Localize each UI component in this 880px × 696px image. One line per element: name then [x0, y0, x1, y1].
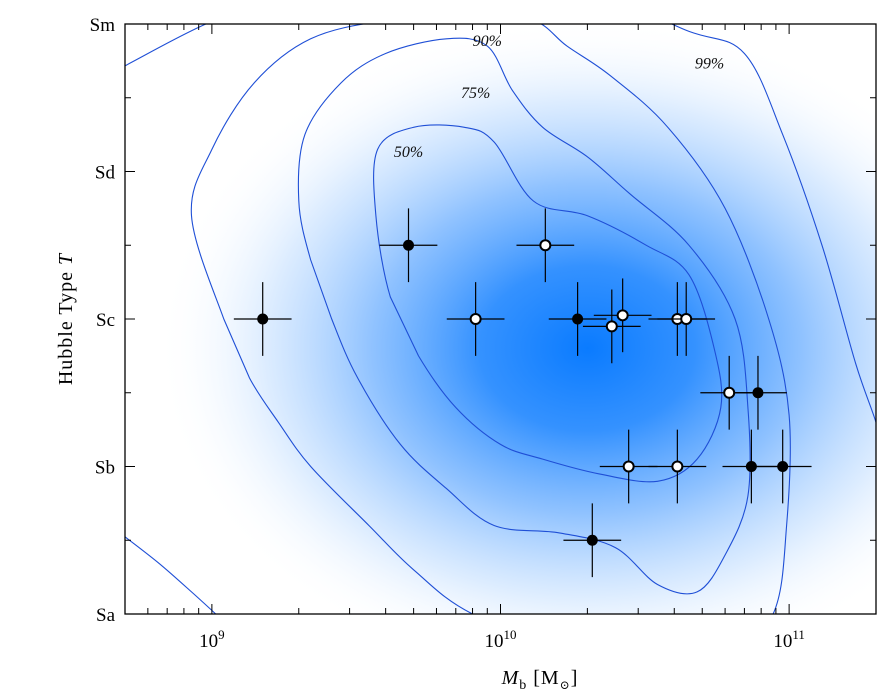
- filled-marker: [586, 534, 598, 546]
- open-marker: [616, 309, 629, 322]
- filled-point-3: [563, 503, 622, 578]
- x-label-unit: [M: [533, 667, 559, 689]
- filled-marker: [403, 239, 415, 251]
- y-label-var: T: [55, 252, 77, 265]
- contour-labels: 90% 99% 75% 50%: [394, 33, 724, 161]
- x-label-unit-close: ]: [571, 667, 579, 689]
- contour-lines: [125, 24, 876, 614]
- filled-point-0: [233, 282, 292, 356]
- open-marker: [723, 386, 736, 399]
- x-tick-label-2: 1011: [773, 627, 805, 652]
- filled-marker: [777, 461, 789, 472]
- contour-50pct-0: [373, 124, 723, 483]
- y-tick-label-4: Sm: [90, 15, 116, 36]
- contour-label-2: 75%: [461, 85, 490, 102]
- open-point-6: [657, 282, 716, 356]
- open-marker: [622, 460, 635, 473]
- y-axis-label: Hubble Type T: [55, 252, 77, 385]
- open-point-0: [446, 282, 505, 356]
- filled-point-1: [379, 208, 438, 283]
- contour-label-3: 50%: [394, 144, 423, 161]
- open-point-1: [516, 208, 575, 283]
- open-point-3: [593, 278, 652, 353]
- y-tick-label-0: Sa: [96, 605, 116, 626]
- filled-point-2: [548, 282, 607, 356]
- y-tick-label-3: Sd: [95, 163, 116, 184]
- data-points: [233, 208, 812, 578]
- filled-marker: [257, 313, 269, 325]
- open-point-7: [648, 429, 707, 504]
- contour-90pct-2: [190, 24, 791, 614]
- x-tick-label-0: 109: [199, 627, 225, 652]
- y-label-main: Hubble Type: [55, 265, 77, 385]
- filled-point-6: [753, 429, 812, 504]
- open-marker: [671, 460, 684, 473]
- filled-marker: [572, 313, 584, 325]
- x-label-var: M: [501, 667, 520, 689]
- open-point-8: [700, 355, 759, 430]
- y-tick-label-2: Sc: [96, 310, 115, 331]
- open-point-2: [582, 289, 641, 364]
- open-marker: [680, 313, 693, 325]
- open-marker: [605, 320, 618, 333]
- open-point-4: [599, 429, 658, 504]
- contour-label-1: 99%: [695, 55, 724, 72]
- contour-75pct-1: [297, 37, 751, 595]
- open-marker: [539, 239, 552, 252]
- y-tick-label-1: Sb: [95, 458, 115, 479]
- x-tick-label-1: 1010: [485, 627, 517, 652]
- contour-99pct-3: [125, 24, 876, 425]
- axis-ticks: 109 1010 1011 Sa Sb Sc Sd Sm: [90, 15, 877, 652]
- contour-label-0: 90%: [473, 33, 502, 50]
- filled-marker: [745, 461, 757, 472]
- x-label-unit-sub: ⊙: [560, 678, 571, 692]
- contour-99pct-4: [125, 536, 217, 614]
- plot-area: 90% 99% 75% 50% 109 1010 1011 Sa Sb Sc Sd Sm: [90, 15, 877, 652]
- open-marker: [469, 313, 482, 325]
- x-axis-label: Mb [M⊙]: [501, 667, 579, 693]
- x-label-sub: b: [519, 678, 527, 693]
